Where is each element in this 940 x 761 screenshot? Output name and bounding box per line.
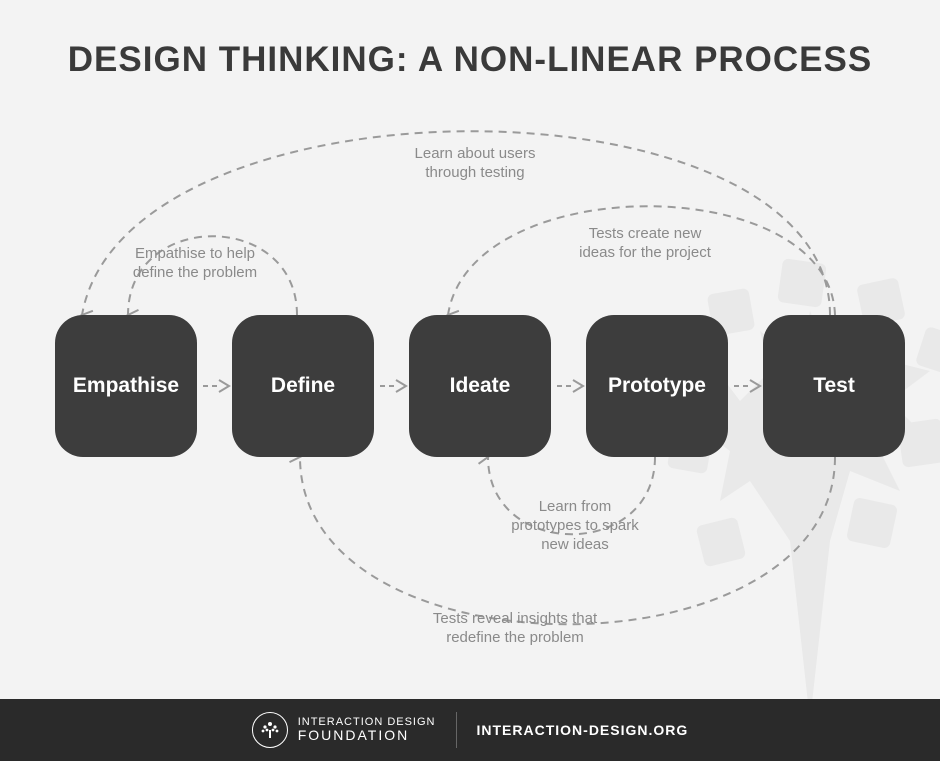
forward-arrow-1	[378, 376, 408, 396]
node-empathise: Empathise	[55, 315, 197, 457]
annotation-test-empathise: Learn about usersthrough testing	[375, 145, 575, 183]
diagram-canvas: EmpathiseDefineIdeatePrototypeTest Empat…	[0, 0, 940, 700]
annotation-proto-ideate: Learn fromprototypes to sparknew ideas	[475, 498, 675, 554]
footer-brand-bottom: FOUNDATION	[298, 728, 436, 743]
footer-brand: INTERACTION DESIGN FOUNDATION	[252, 712, 457, 748]
node-define: Define	[232, 315, 374, 457]
annotation-test-ideate: Tests create newideas for the project	[545, 225, 745, 263]
annotation-test-define: Tests reveal insights thatredefine the p…	[415, 610, 615, 648]
forward-arrow-0	[201, 376, 231, 396]
forward-arrow-3	[732, 376, 762, 396]
node-ideate: Ideate	[409, 315, 551, 457]
forward-arrow-2	[555, 376, 585, 396]
footer-url: INTERACTION-DESIGN.ORG	[457, 722, 689, 738]
footer-bar: INTERACTION DESIGN FOUNDATION INTERACTIO…	[0, 699, 940, 761]
node-prototype: Prototype	[586, 315, 728, 457]
logo-icon	[252, 712, 288, 748]
annotation-emp-define: Empathise to helpdefine the problem	[95, 245, 295, 283]
node-test: Test	[763, 315, 905, 457]
